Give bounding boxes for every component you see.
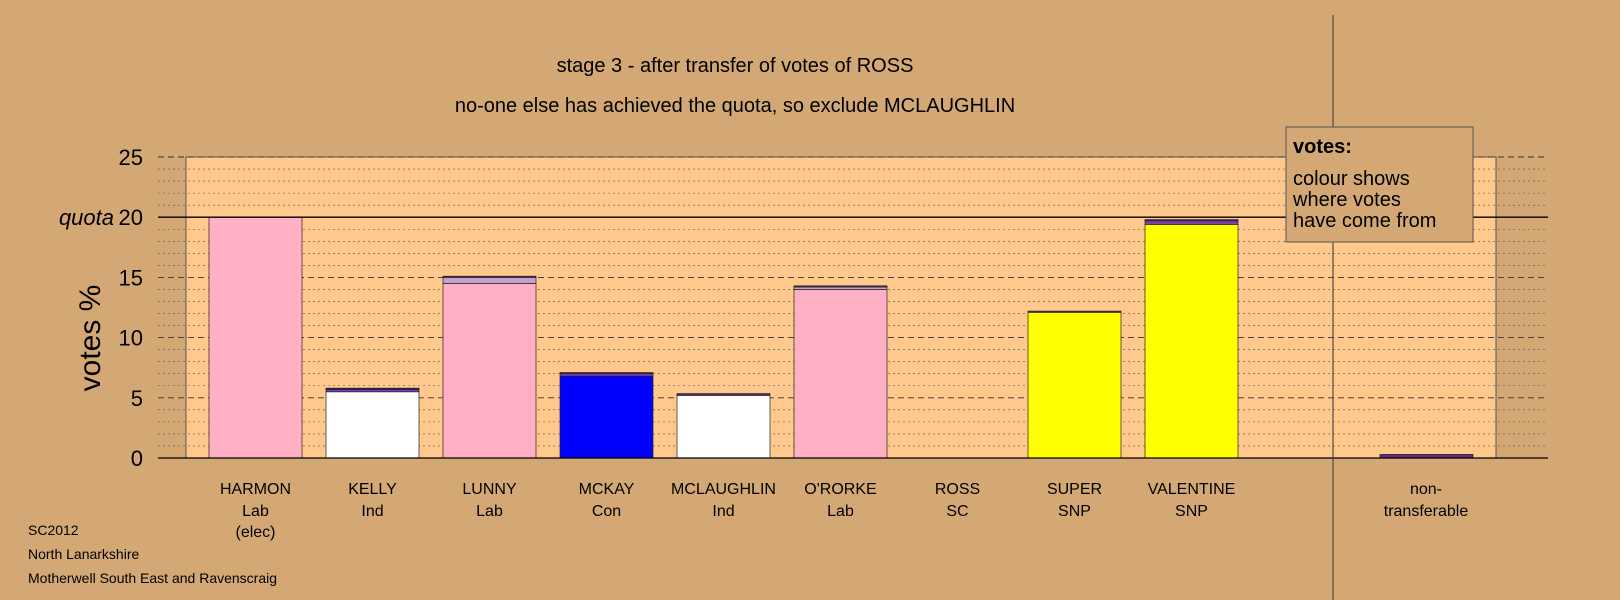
candidate-party-label: SNP [1175,503,1208,520]
candidate-party-label: SNP [1058,503,1091,520]
y-tick-label: 5 [131,386,143,411]
y-tick-label: 25 [119,145,143,170]
bar-segment [793,285,888,288]
y-tick-label: 10 [119,326,143,351]
candidate-name-label: ROSS [935,481,980,498]
candidate-name-label: LUNNY [462,481,517,498]
legend-line-2: where votes [1292,189,1401,211]
legend-title: votes: [1293,136,1352,158]
bars [208,216,1474,459]
candidate-note-label: (elec) [235,524,275,541]
nontransferable-label-2: transferable [1384,503,1469,520]
footer-council: North Lanarkshire [28,546,140,562]
candidate-name-label: MCLAUGHLIN [671,481,776,498]
y-tick-label: 0 [131,446,143,471]
y-axis-label: votes % [74,285,107,392]
bar-segment [676,395,771,459]
bar-segment [793,286,888,290]
candidate-party-label: SC [946,503,968,520]
bar-segment [1027,311,1122,459]
bar-segment [559,375,654,459]
footer-code: SC2012 [28,522,79,538]
chart-subtitle: no-one else has achieved the quota, so e… [455,95,1015,117]
candidate-party-label: Lab [242,503,269,520]
y-tick-label: 20 [119,205,143,230]
candidate-party-label: Con [592,503,621,520]
nontransferable-label-1: non- [1410,481,1442,498]
candidate-name-label: VALENTINE [1148,481,1236,498]
bar-segment [442,275,537,278]
bar-segment [442,283,537,459]
labels: HARMON Lab (elec) KELLY Ind LUNNY Lab MCKAY Con M… [119,145,1236,541]
bar-segment [559,372,654,375]
bar-segment [559,373,654,377]
candidate-name-label: KELLY [348,481,397,498]
candidate-party-label: Lab [827,503,854,520]
candidate-name-label: HARMON [220,481,291,498]
bar-segment [793,289,888,459]
bar-segment [325,389,420,393]
legend-line-3: have come from [1293,210,1436,232]
legend: votes: colour shows where votes have com… [1285,126,1474,243]
bar-segment [1144,219,1239,222]
candidate-party-label: Ind [361,503,383,520]
bar-segment [325,391,420,459]
bar-segment [325,387,420,390]
bar-segment [1027,310,1122,313]
candidate-party-label: Ind [712,503,734,520]
quota-label: quota [59,205,114,230]
candidate-name-label: MCKAY [579,481,635,498]
bar-segment [208,216,303,459]
bar-segment [1144,220,1239,225]
legend-line-1: colour shows [1293,168,1410,190]
bar-segment [1144,224,1239,459]
bar-segment [676,393,771,396]
bar-segment [442,277,537,284]
candidate-name-label: SUPER [1047,481,1102,498]
candidate-name-label: O'RORKE [804,481,876,498]
candidate-party-label: Lab [476,503,503,520]
chart-title: stage 3 - after transfer of votes of ROS… [557,55,914,77]
legend-box [1285,126,1474,243]
y-tick-label: 15 [119,265,143,290]
footer-ward: Motherwell South East and Ravenscraig [28,570,278,586]
